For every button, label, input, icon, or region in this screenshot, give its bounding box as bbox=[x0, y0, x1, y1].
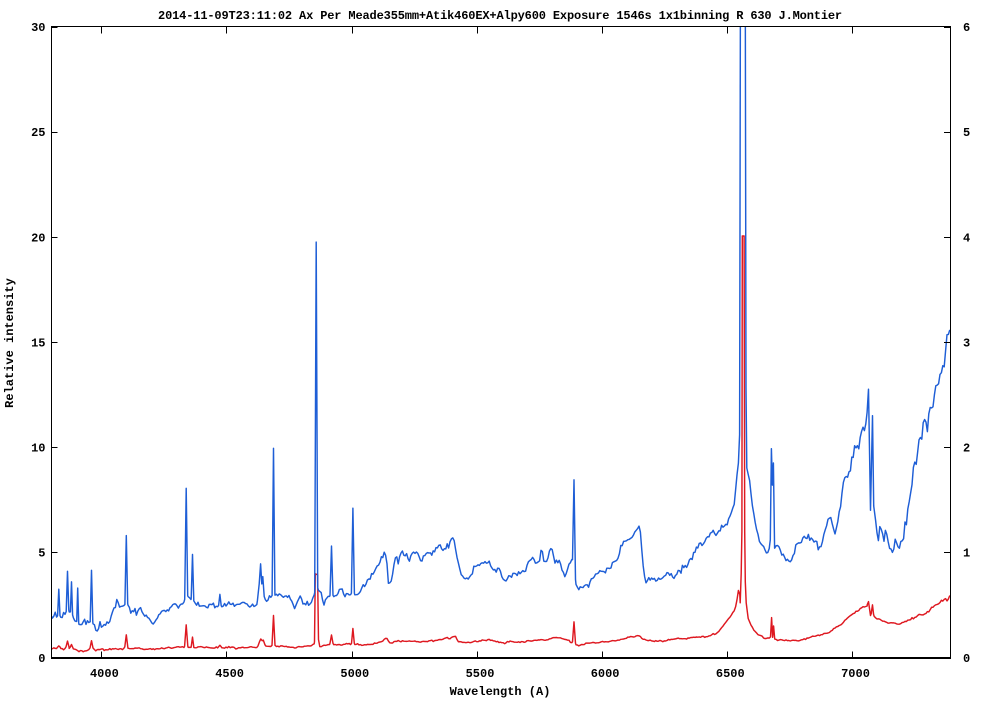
svg-text:Relative intensity: Relative intensity bbox=[3, 278, 17, 408]
svg-text:4500: 4500 bbox=[215, 667, 244, 681]
svg-text:5: 5 bbox=[963, 126, 970, 140]
svg-text:10: 10 bbox=[31, 442, 45, 456]
svg-text:6500: 6500 bbox=[716, 667, 745, 681]
svg-text:3: 3 bbox=[963, 337, 970, 351]
svg-text:6000: 6000 bbox=[591, 667, 620, 681]
svg-text:6: 6 bbox=[963, 21, 970, 35]
svg-text:7000: 7000 bbox=[841, 667, 870, 681]
svg-text:20: 20 bbox=[31, 231, 45, 245]
svg-text:5500: 5500 bbox=[466, 667, 495, 681]
svg-text:15: 15 bbox=[31, 337, 45, 351]
svg-text:0: 0 bbox=[963, 652, 970, 666]
svg-text:1: 1 bbox=[963, 547, 970, 561]
svg-text:5: 5 bbox=[38, 547, 45, 561]
svg-text:Wavelength (A): Wavelength (A) bbox=[450, 685, 551, 699]
svg-text:5000: 5000 bbox=[340, 667, 369, 681]
svg-text:4000: 4000 bbox=[90, 667, 119, 681]
svg-text:2: 2 bbox=[963, 442, 970, 456]
svg-text:25: 25 bbox=[31, 126, 45, 140]
svg-text:0: 0 bbox=[38, 652, 45, 666]
svg-text:2014-11-09T23:11:02 Ax Per Mea: 2014-11-09T23:11:02 Ax Per Meade355mm+At… bbox=[158, 9, 842, 23]
svg-text:4: 4 bbox=[963, 231, 970, 245]
svg-text:30: 30 bbox=[31, 21, 45, 35]
